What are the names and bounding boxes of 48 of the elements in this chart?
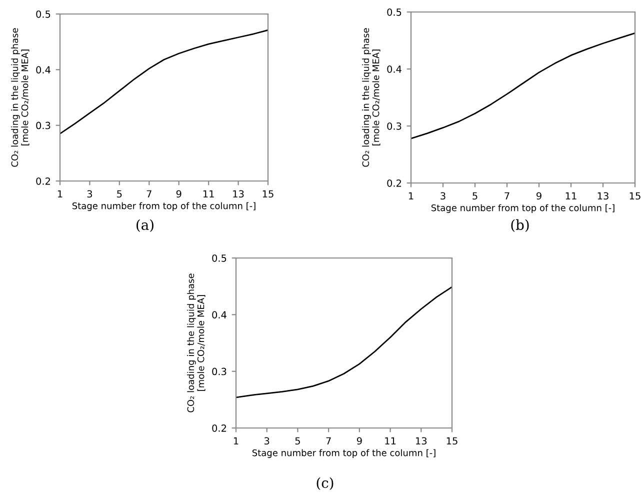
x-tick-label: 7 <box>504 192 510 200</box>
y-tick-label: 0.5 <box>36 10 50 18</box>
line-series <box>411 32 635 140</box>
x-tick-label: 7 <box>326 437 331 444</box>
x-tick-label: 5 <box>472 192 478 200</box>
x-tick-label: 9 <box>536 192 542 200</box>
x-tick-label: 1 <box>234 437 238 444</box>
y-tick-label: 0.3 <box>212 368 226 376</box>
x-tick-label: 5 <box>117 190 122 198</box>
x-tick-label: 15 <box>630 192 640 200</box>
x-axis-title: Stage number from top of the column [-] <box>252 449 436 458</box>
line-series <box>236 286 452 398</box>
x-tick-label: 7 <box>146 190 152 198</box>
x-tick-label: 13 <box>416 437 427 445</box>
y-tick-label: 0.5 <box>387 8 402 16</box>
y-tick-label: 0.4 <box>36 66 50 74</box>
y-tick-label: 0.4 <box>387 65 402 73</box>
x-tick-label: 13 <box>233 190 244 198</box>
x-tick-label: 13 <box>598 192 608 200</box>
y-tick-label: 0.5 <box>212 254 226 262</box>
y-tick-label: 0.3 <box>387 122 402 130</box>
x-tick-label: 3 <box>264 437 270 445</box>
x-axis-title: Stage number from top of the column [-] <box>72 202 256 211</box>
x-tick-label: 11 <box>203 190 214 198</box>
y-axis-title: CO₂ loading in the liquid phase [mole CO₂/mole MEA] <box>187 274 206 412</box>
x-tick-label: 9 <box>356 437 362 445</box>
x-tick-label: 9 <box>176 190 182 198</box>
x-tick-label: 5 <box>295 437 300 445</box>
x-axis-title: Stage number from top of the column [-] <box>431 204 614 213</box>
text: (c) <box>316 477 334 490</box>
x-tick-label: 3 <box>87 190 92 198</box>
y-tick-label: 0.3 <box>36 122 50 130</box>
y-tick-label: 0.2 <box>387 179 401 187</box>
text: (a) <box>136 219 154 232</box>
x-tick-label: 15 <box>262 190 274 198</box>
y-axis-title: CO₂ loading in the liquid phase [mole CO₂/mole MEA] <box>11 28 30 167</box>
text: (b) <box>511 219 529 232</box>
y-tick-label: 0.4 <box>212 311 226 318</box>
x-tick-label: 1 <box>408 192 414 200</box>
x-tick-label: 1 <box>58 190 62 198</box>
x-tick-label: 3 <box>440 192 446 200</box>
x-tick-label: 15 <box>446 437 458 445</box>
y-tick-label: 0.2 <box>212 424 226 432</box>
x-tick-label: 11 <box>385 437 396 444</box>
y-tick-label: 0.2 <box>36 177 50 185</box>
y-axis-title: CO₂ loading in the liquid phase [mole CO₂/mole MEA] <box>362 28 380 167</box>
line-series <box>60 29 268 134</box>
x-tick-label: 11 <box>566 192 576 200</box>
